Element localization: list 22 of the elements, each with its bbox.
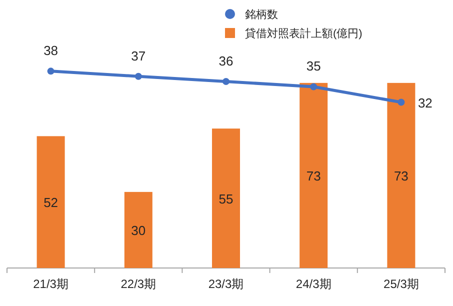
x-tick-label: 25/3期 [384, 277, 419, 291]
data-label: 38 [44, 43, 58, 58]
data-label: 73 [306, 168, 321, 184]
bar [300, 82, 328, 268]
legend-label: 貸借対照表計上額(億円) [245, 27, 362, 40]
bar [212, 128, 240, 268]
data-label: 73 [394, 168, 408, 184]
bar [387, 82, 416, 268]
data-label: 37 [131, 48, 146, 64]
legend-label: 銘柄数 [245, 9, 278, 21]
x-tick-label: 24/3期 [296, 277, 332, 291]
data-label: 55 [218, 191, 234, 206]
x-tick-label: 22/3期 [120, 277, 156, 291]
x-tick-label: 21/3期 [33, 277, 68, 291]
data-label: 30 [131, 222, 146, 238]
bar [36, 136, 65, 268]
data-label: 32 [418, 95, 432, 110]
data-label: 52 [44, 195, 58, 210]
data-label: 35 [306, 58, 321, 74]
data-label: 36 [218, 54, 234, 69]
bar [124, 192, 152, 268]
x-tick-label: 23/3期 [208, 277, 244, 291]
